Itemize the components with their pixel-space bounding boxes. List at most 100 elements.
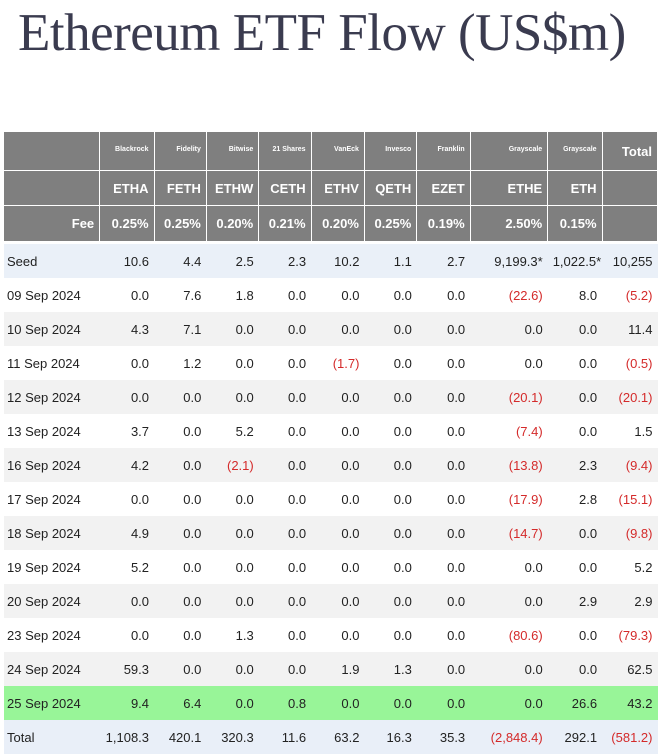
issuer-name: VanEck bbox=[311, 132, 364, 171]
row-label: 13 Sep 2024 bbox=[4, 414, 100, 448]
flow-cell: 11.4 bbox=[602, 312, 657, 346]
flow-cell: 1.3 bbox=[206, 618, 258, 652]
row-label: Total bbox=[4, 720, 100, 754]
flow-cell: 4.4 bbox=[154, 243, 206, 279]
flow-cell: 0.0 bbox=[206, 686, 258, 720]
flow-cell: 1.9 bbox=[311, 652, 364, 686]
row-label: 20 Sep 2024 bbox=[4, 584, 100, 618]
flow-cell: 0.0 bbox=[259, 516, 311, 550]
flow-cell: 0.0 bbox=[417, 618, 470, 652]
flow-cell: 0.0 bbox=[364, 550, 416, 584]
flow-cell: 420.1 bbox=[154, 720, 206, 754]
flow-cell: 0.0 bbox=[154, 516, 206, 550]
flow-cell: 0.0 bbox=[100, 278, 154, 312]
flow-cell: 0.0 bbox=[417, 550, 470, 584]
flow-cell: 0.0 bbox=[417, 652, 470, 686]
flow-cell: 26.6 bbox=[548, 686, 602, 720]
flow-cell: 0.0 bbox=[206, 516, 258, 550]
flow-cell: 1.2 bbox=[154, 346, 206, 380]
flow-cell: 1,022.5* bbox=[548, 243, 602, 279]
flow-cell: (7.4) bbox=[470, 414, 548, 448]
issuer-name: Grayscale bbox=[470, 132, 548, 171]
flow-cell: 0.0 bbox=[154, 380, 206, 414]
flow-cell: (14.7) bbox=[470, 516, 548, 550]
flow-cell: 0.0 bbox=[259, 618, 311, 652]
row-label: 19 Sep 2024 bbox=[4, 550, 100, 584]
flow-cell: 0.0 bbox=[311, 584, 364, 618]
flow-cell: (9.4) bbox=[602, 448, 657, 482]
flow-cell: 0.0 bbox=[470, 652, 548, 686]
flow-cell: 0.0 bbox=[154, 550, 206, 584]
flow-cell: 0.0 bbox=[206, 482, 258, 516]
flow-cell: (15.1) bbox=[602, 482, 657, 516]
flow-cell: 8.0 bbox=[548, 278, 602, 312]
flow-cell: 0.0 bbox=[100, 584, 154, 618]
flow-cell: 0.0 bbox=[311, 686, 364, 720]
flow-cell: (0.5) bbox=[602, 346, 657, 380]
flow-cell: 0.0 bbox=[154, 652, 206, 686]
row-label: 24 Sep 2024 bbox=[4, 652, 100, 686]
row-label: 23 Sep 2024 bbox=[4, 618, 100, 652]
fee-value: 0.20% bbox=[311, 206, 364, 243]
flow-cell: 292.1 bbox=[548, 720, 602, 754]
flow-cell: 2.5 bbox=[206, 243, 258, 279]
header-corner bbox=[4, 132, 100, 171]
flow-cell: (1.7) bbox=[311, 346, 364, 380]
flow-cell: 0.0 bbox=[364, 346, 416, 380]
flow-cell: 0.0 bbox=[259, 346, 311, 380]
flow-cell: 0.0 bbox=[364, 686, 416, 720]
flow-cell: 2.8 bbox=[548, 482, 602, 516]
flow-cell: 0.0 bbox=[364, 618, 416, 652]
flow-cell: 0.0 bbox=[259, 448, 311, 482]
fee-value: 0.25% bbox=[364, 206, 416, 243]
flow-cell: (9.8) bbox=[602, 516, 657, 550]
flow-cell: 62.5 bbox=[602, 652, 657, 686]
flow-cell: 0.0 bbox=[417, 584, 470, 618]
flow-cell: 9.4 bbox=[100, 686, 154, 720]
flow-cell: 16.3 bbox=[364, 720, 416, 754]
row-label: 09 Sep 2024 bbox=[4, 278, 100, 312]
ticker-name: ETH bbox=[548, 171, 602, 206]
flow-cell: 0.0 bbox=[548, 618, 602, 652]
flow-cell: 2.9 bbox=[548, 584, 602, 618]
ticker-name: ETHW bbox=[206, 171, 258, 206]
flow-cell: 1,108.3 bbox=[100, 720, 154, 754]
flow-cell: (80.6) bbox=[470, 618, 548, 652]
flow-cell: (581.2) bbox=[602, 720, 657, 754]
flow-cell: 0.0 bbox=[311, 278, 364, 312]
row-label: Seed bbox=[4, 243, 100, 279]
flow-cell: 0.0 bbox=[259, 584, 311, 618]
flow-cell: 0.0 bbox=[311, 380, 364, 414]
flow-cell: 0.0 bbox=[100, 346, 154, 380]
flow-cell: 0.0 bbox=[364, 584, 416, 618]
flow-cell: 4.9 bbox=[100, 516, 154, 550]
issuer-name: Bitwise bbox=[206, 132, 258, 171]
flow-cell: 0.0 bbox=[548, 380, 602, 414]
flow-cell: 0.0 bbox=[206, 652, 258, 686]
flow-cell: 0.0 bbox=[364, 448, 416, 482]
flow-cell: 0.0 bbox=[470, 686, 548, 720]
row-label: 11 Sep 2024 bbox=[4, 346, 100, 380]
flow-cell: 0.0 bbox=[311, 618, 364, 652]
flow-cell: 0.0 bbox=[548, 652, 602, 686]
total-header: Total bbox=[602, 132, 657, 171]
row-label: 17 Sep 2024 bbox=[4, 482, 100, 516]
flow-cell: 0.0 bbox=[417, 686, 470, 720]
flow-cell: (22.6) bbox=[470, 278, 548, 312]
flow-cell: 0.0 bbox=[100, 618, 154, 652]
flow-cell: 0.0 bbox=[154, 448, 206, 482]
flow-cell: 0.0 bbox=[206, 346, 258, 380]
flow-cell: 4.2 bbox=[100, 448, 154, 482]
flow-cell: 0.0 bbox=[206, 312, 258, 346]
row-label: 12 Sep 2024 bbox=[4, 380, 100, 414]
flow-cell: 0.0 bbox=[470, 584, 548, 618]
flow-cell: 0.0 bbox=[311, 516, 364, 550]
flow-cell: 0.0 bbox=[311, 414, 364, 448]
